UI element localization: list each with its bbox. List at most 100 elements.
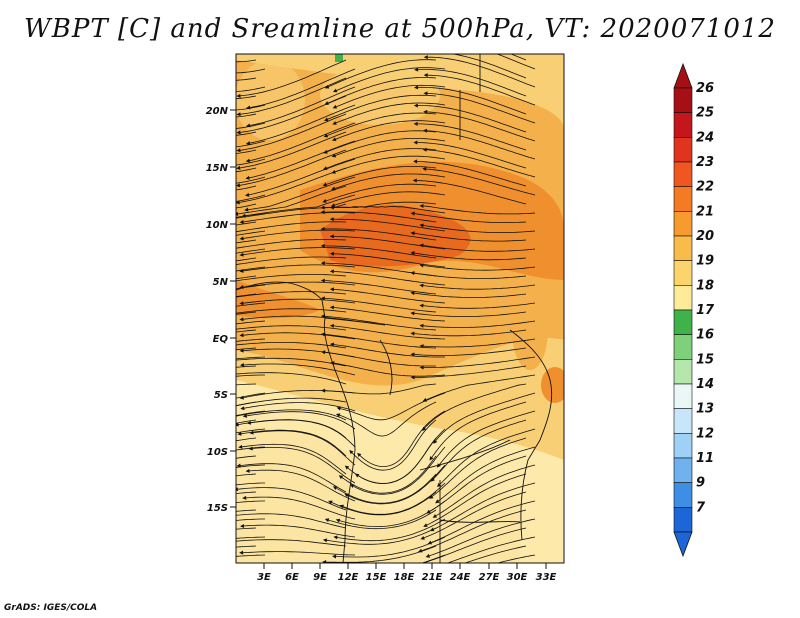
streamline [423,491,527,539]
streamline [353,446,446,495]
streamline [432,437,527,497]
streamline-arrow [332,486,338,490]
streamline [236,293,257,297]
streamline [324,245,437,259]
streamline-arrow [321,350,326,355]
streamline-arrow [322,538,328,543]
streamline-arrow [329,287,335,292]
streamline-arrow [323,133,329,138]
streamline [236,95,257,100]
streamline [236,266,266,272]
streamline [439,428,536,485]
streamline-arrow [152,418,156,422]
streamline [243,212,356,223]
lat-label: 10N [206,220,229,231]
streamline-arrow [420,535,425,540]
streamline-arrow [410,331,415,336]
streamline-arrow [242,413,248,418]
streamline-arrow [423,523,428,527]
streamline-arrow [329,305,335,310]
streamline [417,161,527,187]
streamline [423,245,536,252]
streamline-arrow [151,517,155,521]
streamline [427,93,536,124]
chart-title: WBPT [C] and Sreamline at 500hPa, VT: 20… [24,14,776,44]
streamline [423,320,536,328]
streamline [333,307,446,322]
lat-label: 15N [206,163,229,174]
streamline-arrow [410,352,415,357]
streamline [427,56,536,88]
streamline-arrow [419,263,424,268]
streamline-arrow [143,117,147,121]
lon-label: 12E [338,572,359,583]
colorbar-swatch [673,359,693,385]
streamline-arrow [143,176,147,180]
streamline-arrow [320,296,325,301]
streamline-arrow [231,230,235,234]
streamline [236,185,257,191]
streamline [236,311,257,315]
streamline [326,545,437,563]
streamline-arrow [410,211,415,216]
streamline [347,464,446,505]
streamline-arrow [419,283,424,288]
streamline [336,67,446,91]
plot-frame [235,53,565,564]
streamline [242,443,347,475]
streamline-arrow [349,450,354,455]
streamline-arrow [152,451,156,455]
streamline [236,338,266,342]
streamline [249,469,356,502]
streamline-arrow [425,553,431,558]
streamline-arrow [332,554,337,559]
streamline [336,473,437,504]
streamlines [142,54,536,563]
lon-label: 3E [257,572,271,583]
streamline-arrow [150,241,154,245]
streamline-arrow [320,278,325,283]
streamline-arrow [248,446,253,451]
streamline-arrow [150,222,154,226]
streamline [236,419,257,424]
lat-label: 10S [207,447,228,458]
colorbar-label: 20 [696,229,714,244]
streamline-arrow [142,527,146,531]
streamline-arrow [336,406,341,411]
wbpt-fill [236,54,564,563]
credit-text: GrADS: IGES/COLA [4,603,98,613]
streamline [236,518,265,521]
streamline-arrow [320,261,325,266]
streamline-arrow [143,444,147,448]
streamline [333,325,446,340]
colorbar-top-arrow [673,62,693,89]
streamline [236,527,257,530]
streamline [326,166,437,185]
streamline-arrow [322,182,328,187]
streamline-arrow [335,518,341,523]
streamline [236,131,257,136]
streamline-arrow [152,152,156,156]
lon-axis: 3E 6E 9E 12E 15E 18E 21E 24E 27E 30E 33E [257,563,557,583]
streamline-arrow [423,55,428,60]
streamline [334,173,446,189]
streamline [326,527,437,545]
streamline [326,148,437,169]
streamline-arrow [331,153,337,158]
streamline-arrow [419,243,424,248]
streamline [236,428,266,434]
streamline [424,383,527,429]
streamline-arrow [151,192,155,196]
streamline-arrow [324,518,330,523]
streamline [248,158,356,196]
streamline [327,94,437,120]
streamline-arrow [328,500,333,505]
streamline [347,437,437,484]
streamline-arrow [151,500,155,504]
streamline [236,194,266,202]
streamline [423,284,536,290]
streamline [236,347,257,351]
colorbar-swatch [673,285,693,311]
streamline [243,332,356,340]
streamline [236,77,257,81]
